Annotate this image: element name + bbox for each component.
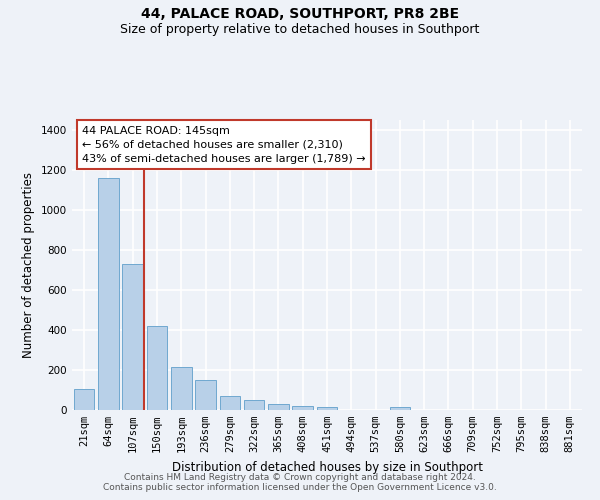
- Bar: [317, 407, 337, 410]
- Text: 44 PALACE ROAD: 145sqm
← 56% of detached houses are smaller (2,310)
43% of semi-: 44 PALACE ROAD: 145sqm ← 56% of detached…: [82, 126, 366, 164]
- X-axis label: Distribution of detached houses by size in Southport: Distribution of detached houses by size …: [172, 460, 482, 473]
- Bar: [171, 367, 191, 410]
- Bar: [220, 396, 240, 410]
- Bar: [122, 264, 143, 410]
- Text: Size of property relative to detached houses in Southport: Size of property relative to detached ho…: [121, 22, 479, 36]
- Bar: [268, 404, 289, 410]
- Bar: [74, 389, 94, 410]
- Bar: [146, 326, 167, 410]
- Bar: [195, 380, 216, 410]
- Text: 44, PALACE ROAD, SOUTHPORT, PR8 2BE: 44, PALACE ROAD, SOUTHPORT, PR8 2BE: [141, 8, 459, 22]
- Bar: [389, 407, 410, 410]
- Bar: [98, 178, 119, 410]
- Y-axis label: Number of detached properties: Number of detached properties: [22, 172, 35, 358]
- Bar: [244, 400, 265, 410]
- Text: Contains HM Land Registry data © Crown copyright and database right 2024.: Contains HM Land Registry data © Crown c…: [124, 474, 476, 482]
- Text: Contains public sector information licensed under the Open Government Licence v3: Contains public sector information licen…: [103, 484, 497, 492]
- Bar: [292, 406, 313, 410]
